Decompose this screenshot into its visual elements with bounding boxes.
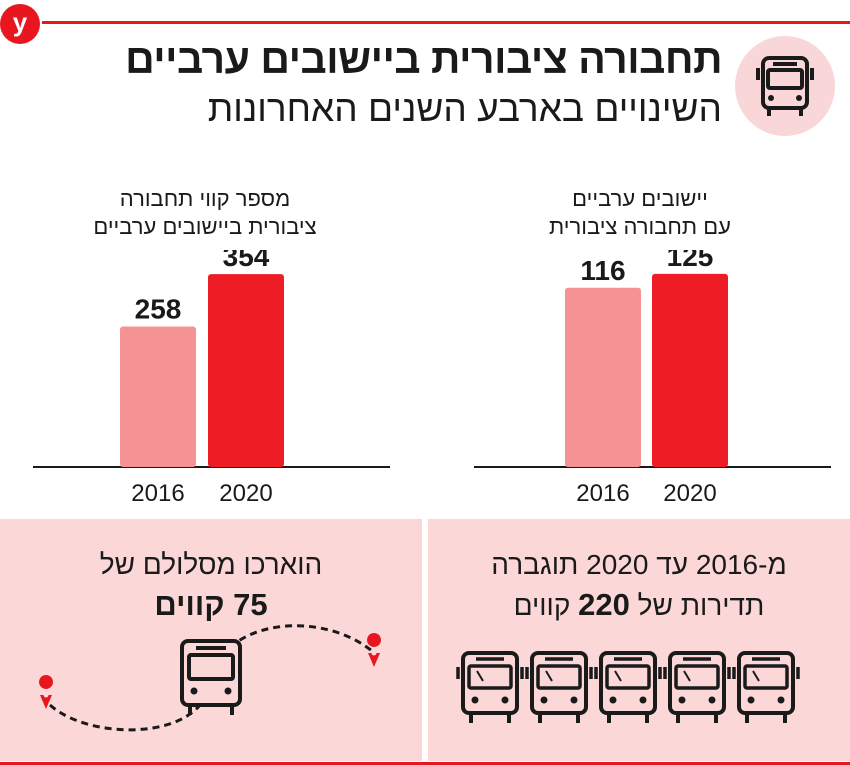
- frequency-boost-panel: מ-2016 עד 2020 תוגברה תדירות של 220 קווי…: [428, 519, 850, 761]
- data-label: 258: [135, 293, 182, 324]
- chart-title-settlements: יישובים ערביים עם תחבורה ציבורית: [480, 185, 800, 241]
- route-illustration: [39, 624, 382, 732]
- data-label: 354: [223, 250, 270, 272]
- bus-icon: [756, 56, 814, 116]
- chart-title-lines: מספר קווי תחבורה ציבורית ביישובים ערביים: [45, 185, 365, 241]
- routes-line-1: הוארכו מסלולם של: [99, 549, 323, 580]
- data-label: 125: [667, 250, 714, 272]
- bottom-rule: [0, 762, 850, 765]
- frequency-text: מ-2016 עד 2020 תוגברה תדירות של 220 קווי…: [428, 545, 850, 626]
- chart-title-line: יישובים ערביים: [572, 186, 708, 211]
- x-tick-label: 2020: [663, 480, 716, 507]
- bar-2016: [565, 287, 641, 467]
- bus-icon: [456, 651, 524, 723]
- bus-icon: [732, 651, 800, 723]
- frequency-line-2: תדירות של 220 קווים: [428, 585, 850, 626]
- page-title: תחבורה ציבורית ביישובים ערביים: [125, 36, 722, 82]
- frequency-pre: תדירות של: [637, 590, 765, 621]
- bus-icon: [663, 651, 731, 723]
- chart-title-line: ציבורית ביישובים ערביים: [93, 214, 317, 239]
- routes-extended-panel: הוארכו מסלולם של 75 קווים: [0, 519, 422, 761]
- x-tick-label: 2020: [219, 480, 272, 507]
- header-bus-badge: [735, 36, 835, 136]
- data-label: 116: [580, 255, 625, 286]
- route-bus-icon: [180, 639, 242, 715]
- bar-charts: 258 2016 354 2020 116 2016 125 2020: [33, 250, 831, 507]
- chart-title-line: עם תחבורה ציבורית: [549, 214, 731, 239]
- x-tick-label: 2016: [576, 480, 629, 507]
- bar-2016: [120, 326, 196, 467]
- frequency-count: 220: [578, 587, 630, 622]
- top-rule: [42, 21, 850, 24]
- routes-extended-text: הוארכו מסלולם של 75 קווים: [0, 545, 422, 626]
- ynet-logo: y: [0, 4, 40, 44]
- page-subtitle: השינויים בארבע השנים האחרונות: [207, 88, 722, 129]
- chart-title-line: מספר קווי תחבורה: [119, 186, 291, 211]
- location-pin-icon: [367, 633, 382, 667]
- bar-2020: [652, 273, 728, 467]
- frequency-line-1: מ-2016 עד 2020 תוגברה: [491, 549, 787, 580]
- location-pin-icon: [39, 675, 54, 709]
- bus-icon: [594, 651, 662, 723]
- frequency-post: קווים: [513, 590, 571, 621]
- routes-count: 75 קווים: [154, 587, 268, 622]
- routes-line-2: 75 קווים: [0, 585, 422, 626]
- bus-icon: [525, 651, 593, 723]
- x-tick-label: 2016: [131, 480, 184, 507]
- bus-row: [456, 651, 800, 723]
- bar-2020: [208, 274, 284, 467]
